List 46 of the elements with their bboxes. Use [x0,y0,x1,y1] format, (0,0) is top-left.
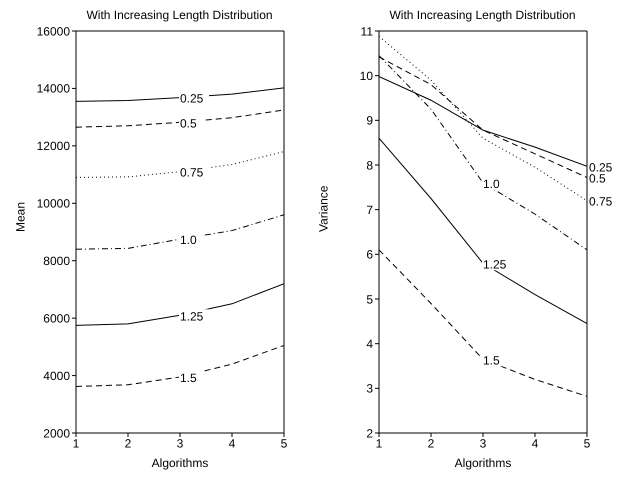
x-tick-label: 2 [428,436,435,451]
series-label: 0.75 [180,166,204,180]
y-tick-label: 9 [366,114,374,128]
y-tick-label: 8 [366,158,374,172]
x-tick-label: 5 [584,436,591,451]
y-tick-label: 7 [366,202,374,217]
series-label: 1.5 [180,371,198,386]
y-tick-label: 12000 [36,139,70,154]
x-axis-title: Algorithms [454,456,512,470]
series-label: 0.5 [589,172,606,186]
y-tick-label: 10 [360,68,374,83]
series-label: 0.5 [180,116,198,130]
series-label: 0.75 [589,194,613,209]
y-tick-label: 11 [360,24,374,38]
y-tick-label: 16000 [36,24,70,38]
x-tick-label: 3 [176,436,184,451]
x-tick-label: 1 [72,436,80,451]
x-axis-title: Algorithms [152,456,208,470]
y-tick-label: 2000 [43,426,70,440]
y-tick-label: 5 [366,292,374,306]
y-tick-label: 4 [366,336,374,351]
chart-title: With Increasing Length Distribution [388,8,577,24]
series-label: 1.0 [483,176,500,191]
y-tick-label: 3 [366,382,374,396]
series-label: 1.0 [180,233,198,248]
y-tick-label: 14000 [36,82,70,96]
y-tick-label: 2 [366,426,374,440]
y-tick-label: 8000 [43,254,70,268]
x-tick-label: 4 [532,436,539,451]
series-label: 0.25 [180,92,204,106]
y-axis-title: Mean [13,202,28,232]
y-tick-label: 6000 [43,311,70,326]
x-tick-label: 1 [376,436,383,451]
x-tick-label: 3 [480,436,487,451]
y-axis-title: Variance [316,185,330,232]
x-tick-label: 2 [124,436,132,451]
chart-title: With Increasing Length Distribution [85,8,274,24]
series-label: 1.25 [483,257,507,272]
y-tick-label: 6 [366,248,374,262]
series-label: 0.25 [589,160,613,174]
x-tick-label: 5 [280,436,288,451]
y-tick-label: 4000 [43,368,70,383]
series-label: 1.5 [483,353,500,368]
x-tick-label: 4 [228,436,236,451]
y-tick-label: 10000 [36,196,70,211]
series-label: 1.25 [180,309,204,324]
